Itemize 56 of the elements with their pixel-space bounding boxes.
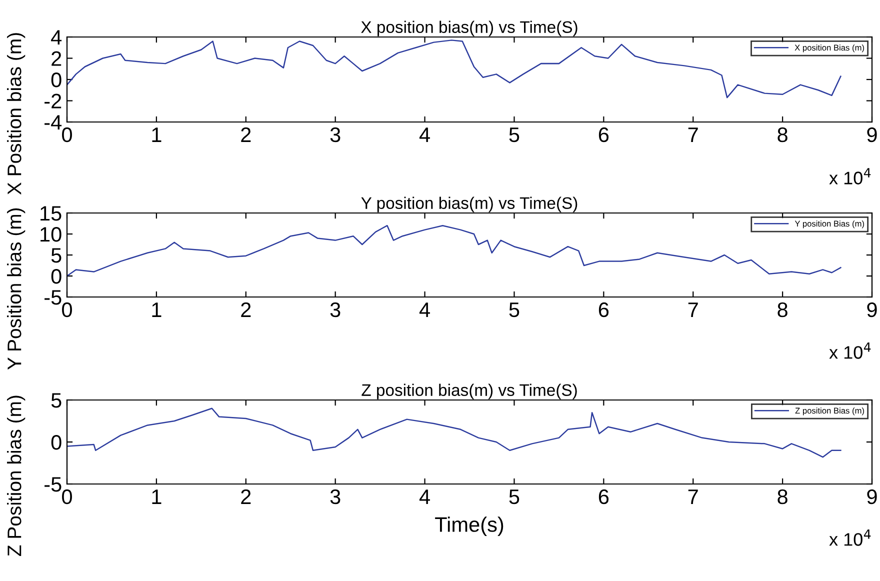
x-tick-label: 9 (867, 489, 877, 504)
x-tick-label: 5 (509, 128, 520, 142)
x-tick-label: 1 (152, 128, 162, 142)
legend-label: X position Bias (m) (794, 44, 864, 52)
y-tick-label: -2 (44, 94, 62, 108)
y-axis-title: Y Position bias (m) (7, 208, 26, 370)
y-tick-label: 5 (51, 248, 62, 263)
text: x 10$^{4}$ (829, 342, 871, 359)
x-tick-label: 7 (688, 128, 698, 142)
x-tick-label: 7 (688, 302, 698, 317)
x-tick-label: 0 (62, 127, 72, 142)
x-tick-label: 9 (867, 127, 877, 142)
y-axis-title: X Position bias (m) (7, 33, 26, 195)
x-tick-label: 1 (152, 490, 162, 504)
legend-label: Y position Bias (m) (794, 220, 864, 228)
x-tick-label: 4 (419, 490, 430, 504)
y-tick-label: 0 (51, 435, 62, 450)
y-tick-label: 0 (51, 72, 62, 88)
x-tick-label: 7 (688, 490, 698, 504)
chart-title: X position bias(m) vs Time(S) (361, 20, 578, 36)
x-tick-label: 5 (509, 490, 520, 504)
legend-label: Z position Bias (m) (795, 408, 864, 416)
x-tick-label: 8 (778, 127, 788, 142)
y-tick-label: 10 (40, 227, 62, 242)
chart-title: Z position bias(m) vs Time(S) (362, 384, 577, 400)
x-tick-label: 9 (867, 302, 877, 318)
y-tick-label: -4 (44, 115, 62, 130)
y-tick-label: -5 (44, 477, 62, 492)
x-tick-label: 4 (419, 302, 430, 317)
x-tick-label: 8 (778, 302, 788, 318)
y-tick-label: 0 (51, 269, 62, 284)
x-tick-label: 6 (598, 302, 609, 318)
x-tick-label: 2 (241, 302, 251, 317)
x-tick-label: 3 (330, 127, 340, 142)
y-tick-label: 2 (52, 51, 62, 66)
y-axis-title: Z Position bias (m) (7, 396, 26, 556)
x-tick-label: 0 (62, 302, 72, 318)
x-axis-title: Time(s) (435, 516, 504, 536)
x-tick-label: 8 (778, 489, 788, 504)
text: x 10$^{4}$ (829, 530, 871, 546)
y-tick-label: -5 (44, 290, 62, 305)
y-tick-label: 5 (51, 393, 62, 408)
x-tick-label: 3 (330, 302, 340, 318)
x-tick-label: 2 (241, 127, 251, 142)
x-tick-label: 0 (62, 489, 72, 504)
x-tick-label: 1 (152, 302, 162, 317)
chart-title: Y position bias(m) vs Time(S) (361, 196, 578, 212)
y-tick-label: 4 (51, 30, 62, 45)
y-tick-label: 15 (40, 206, 62, 221)
x-tick-label: 5 (509, 302, 520, 318)
x-tick-label: 4 (419, 128, 430, 142)
x-tick-label: 2 (241, 489, 251, 504)
x-tick-label: 6 (598, 489, 609, 504)
text: x 10$^{4}$ (829, 168, 871, 184)
x-tick-label: 6 (598, 127, 609, 142)
x-tick-label: 3 (330, 489, 340, 504)
